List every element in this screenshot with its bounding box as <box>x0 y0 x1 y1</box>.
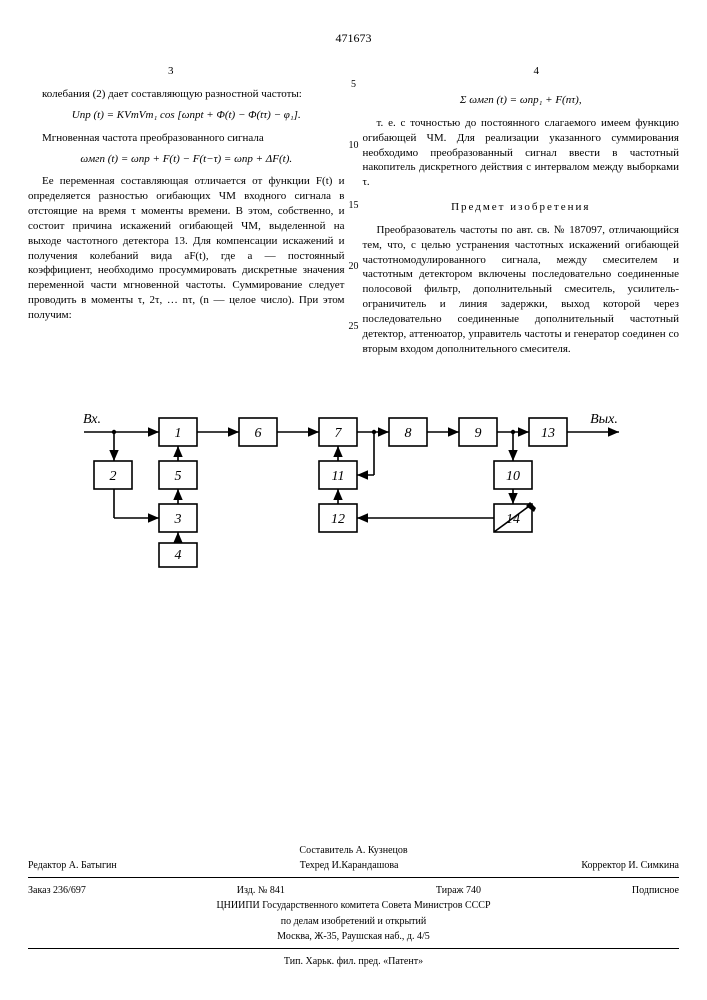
formula-3: Σ ωмгп (t) = ωпр₁ + F(nτ), <box>363 93 680 108</box>
footer-editor: Редактор А. Батыгин <box>28 859 117 873</box>
right-page-num: 4 <box>534 64 540 79</box>
box-7: 7 <box>334 426 342 441</box>
footer-order: Заказ 236/697 <box>28 884 86 898</box>
left-p3: Ее переменная составляющая отличается от… <box>28 174 345 322</box>
footer-org1: ЦНИИПИ Государственного комитета Совета … <box>28 899 679 913</box>
box-14: 14 <box>506 512 520 527</box>
box-3: 3 <box>173 512 181 527</box>
box-11: 11 <box>331 469 344 484</box>
footer-tech: Техред И.Карандашова <box>300 859 399 873</box>
footer: Составитель А. Кузнецов Редактор А. Баты… <box>28 842 679 971</box>
box-9: 9 <box>474 426 481 441</box>
document-number: 471673 <box>28 30 679 46</box>
output-label: Вых. <box>590 412 618 427</box>
box-10: 10 <box>506 469 520 484</box>
box-13: 13 <box>541 426 555 441</box>
footer-printer: Тип. Харьк. фил. пред. «Патент» <box>28 955 679 969</box>
block-diagram: 1 6 7 8 9 13 5 2 3 4 11 12 10 14 Вх. Вых… <box>74 393 634 573</box>
footer-subscription: Подписное <box>632 884 679 898</box>
box-12: 12 <box>331 512 345 527</box>
right-p2: Преобразователь частоты по авт. св. № 18… <box>363 223 680 357</box>
formula-2: ωмгп (t) = ωпр + F(t) − F(t−τ) = ωпр + Δ… <box>28 152 345 167</box>
input-label: Вх. <box>82 412 100 427</box>
subject-heading: Предмет изобретения <box>363 200 680 215</box>
footer-copies: Тираж 740 <box>436 884 481 898</box>
page-numbers: 3 4 <box>28 64 679 79</box>
box-2: 2 <box>109 469 116 484</box>
footer-corrector: Корректор И. Симкина <box>581 859 679 873</box>
left-page-num: 3 <box>168 64 174 79</box>
left-column: колебания (2) дает составляющую разностн… <box>28 87 345 363</box>
footer-edition: Изд. № 841 <box>237 884 285 898</box>
line-numbers: 5 10 15 20 25 <box>344 78 364 381</box>
left-p1: колебания (2) дает составляющую разностн… <box>28 87 345 102</box>
footer-addr: Москва, Ж-35, Раушская наб., д. 4/5 <box>28 930 679 944</box>
footer-compiler: Составитель А. Кузнецов <box>28 844 679 858</box>
line-num-5: 5 <box>344 78 364 92</box>
line-num-25: 25 <box>344 320 364 334</box>
left-p2: Мгновенная частота преобразованного сигн… <box>28 131 345 146</box>
line-num-20: 20 <box>344 260 364 274</box>
box-1: 1 <box>174 426 181 441</box>
box-8: 8 <box>404 426 411 441</box>
box-5: 5 <box>174 469 181 484</box>
right-p1: т. е. с точностью до постоянного слагаем… <box>363 116 680 190</box>
footer-org2: по делам изобретений и открытий <box>28 915 679 929</box>
box-6: 6 <box>254 426 261 441</box>
line-num-15: 15 <box>344 199 364 213</box>
box-4: 4 <box>174 548 181 563</box>
formula-1: Uпр (t) = KVmVm₁ cos [ωпрt + Φ(t) − Φ(tτ… <box>28 108 345 123</box>
line-num-10: 10 <box>344 139 364 153</box>
right-column: Σ ωмгп (t) = ωпр₁ + F(nτ), т. е. с точно… <box>363 87 680 363</box>
